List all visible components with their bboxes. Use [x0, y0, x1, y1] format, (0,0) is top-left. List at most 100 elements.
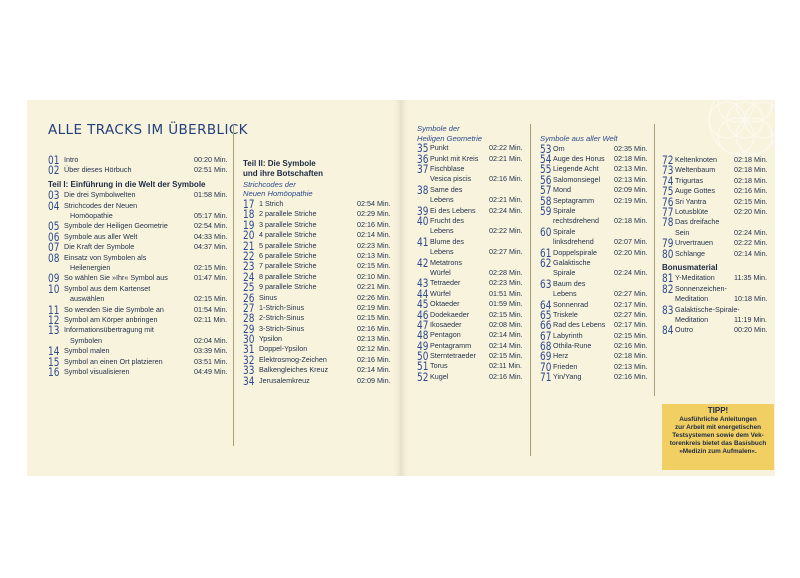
track-row: 27 1-Strich-Sinus 02:19 Min. [243, 302, 398, 314]
track-duration: 03:51 Min. [194, 356, 228, 366]
track-row: 74 Trigurtas 02:18 Min. [662, 175, 772, 187]
track-row: 32 Elektrosmog-Zeichen 02:16 Min. [243, 352, 398, 367]
section-heading: Teil I: Einführung in die Welt der Symbo… [48, 179, 206, 189]
track-row: 57 Mond 02:09 Min. [540, 184, 651, 196]
track-number: 79 [662, 236, 674, 251]
track-title: 3 parallele Striche [259, 219, 317, 229]
track-number: 84 [662, 323, 674, 338]
track-duration: 02:27 Min. [614, 309, 648, 319]
track-row: 35 Punkt 02:22 Min. [417, 142, 526, 154]
track-title: Auge Gottes [675, 186, 715, 196]
track-row: 73 Weltenbaum 02:18 Min. [662, 163, 772, 178]
track-number: 09 [48, 271, 60, 286]
track-duration: 04:37 Min. [194, 242, 228, 252]
track-duration: 02:15 Min. [357, 313, 391, 323]
track-number: 07 [48, 240, 60, 255]
track-number: 20 [243, 228, 255, 243]
track-title: Vesica piscis [430, 174, 472, 184]
track-row: 54 Auge des Horus 02:18 Min. [540, 153, 651, 165]
track-number: 12 [48, 312, 60, 327]
track-row: 19 3 parallele Striche 02:16 Min. [243, 217, 398, 232]
track-row: 01 Intro 00:20 Min. [48, 154, 232, 166]
tip-heading: TIPP! [707, 406, 729, 415]
track-number: 19 [243, 217, 255, 232]
track-number: 21 [243, 238, 255, 253]
track-title: Tetraeder [430, 278, 461, 288]
track-duration: 02:11 Min. [194, 314, 228, 324]
flower-of-life-icon [708, 100, 775, 157]
track-number: 32 [243, 352, 255, 367]
track-title: Herz [553, 351, 569, 361]
track-row: 50 Sterntetraeder 02:15 Min. [417, 350, 526, 362]
track-duration: 02:09 Min. [614, 185, 648, 195]
track-duration: 02:16 Min. [489, 371, 523, 381]
divider-left [233, 124, 234, 446]
track-duration: 02:13 Min. [357, 334, 391, 344]
track-row: 72 Keltenknoten 02:18 Min. [662, 154, 772, 166]
track-duration: 02:11 Min. [489, 361, 523, 371]
track-title: 1 Strich [259, 199, 284, 208]
track-number: 06 [48, 229, 60, 244]
tracklist-column-2: Teil II: Die Symbole und ihre Botschaften… [243, 155, 398, 387]
track-number: 77 [662, 204, 674, 219]
track-row: 42 Metatrons Würfel 02:28 Min. [417, 257, 526, 279]
track-duration: 11:35 Min. [734, 273, 768, 283]
track-number: 49 [417, 338, 429, 353]
track-row: 63 Baum des Lebens 02:27 Min. [540, 278, 651, 300]
track-title: Othila-Rune [553, 341, 592, 351]
track-row: 68 Othila-Rune 02:16 Min. [540, 340, 651, 352]
track-row: 69 Herz 02:18 Min. [540, 350, 651, 362]
track-duration: 02:26 Min. [357, 292, 391, 302]
track-number: 45 [417, 297, 429, 312]
track-title: Sinus [259, 292, 277, 302]
tracklist-column-4: Symbole aus aller Welt 53 Om 02:35 Min. 54 Au… [540, 134, 651, 383]
track-number: 37 [417, 161, 429, 176]
track-duration: 02:16 Min. [357, 354, 391, 364]
track-title: Y-Meditation [675, 273, 715, 283]
track-row: 52 Kugel 02:16 Min. [417, 371, 526, 383]
track-title: So wenden Sie die Symbole an [64, 304, 164, 314]
track-duration: 01:51 Min. [489, 288, 523, 298]
track-number: 43 [417, 276, 429, 291]
track-duration: 02:14 Min. [357, 365, 391, 375]
track-title: Lebens [430, 195, 454, 205]
track-title: Symbol malen [64, 346, 110, 356]
track-title: Symbolen [70, 335, 102, 345]
track-number: 44 [417, 286, 429, 301]
track-row: 83 Galaktische-Spirale- Meditation 11:19 Mi… [662, 304, 772, 326]
track-duration: 01:58 Min. [194, 190, 228, 200]
track-duration: 02:22 Min. [489, 226, 523, 236]
track-title: Intro [64, 155, 79, 164]
track-row: 77 Lotusblüte 02:20 Min. [662, 204, 772, 219]
track-title: Sonnenzeichen- [675, 283, 727, 293]
track-title: Balkengleiches Kreuz [259, 365, 329, 375]
track-number: 16 [48, 364, 60, 379]
track-duration: 02:24 Min. [614, 268, 648, 278]
track-number: 33 [243, 363, 255, 378]
track-number: 70 [540, 359, 552, 374]
track-title: Blume des [430, 236, 464, 246]
tip-line: torenkreis bietet das Basisbuch [669, 440, 767, 447]
track-number: 73 [662, 163, 674, 178]
track-duration: 02:54 Min. [357, 199, 391, 208]
track-title: Heilenergien [70, 262, 111, 272]
tip-box: TIPP! Ausführliche Anleitungen zur Arbei… [662, 404, 774, 470]
track-row: 78 Das dreifache Sein 02:24 Min. [662, 216, 772, 238]
track-row: 82 Sonnenzeichen- Meditation 10:18 Min. [662, 283, 772, 305]
track-duration: 02:20 Min. [614, 247, 648, 257]
track-number: 24 [243, 269, 255, 284]
track-duration: 02:19 Min. [614, 195, 648, 205]
track-row: 67 Labyrinth 02:15 Min. [540, 330, 651, 342]
track-row: 06 Symbole aus aller Welt 04:33 Min. [48, 229, 232, 244]
track-title: Spirale [553, 268, 576, 278]
track-row: 12 Symbol am Körper anbringen 02:11 Min. [48, 312, 232, 327]
track-row: 79 Urvertrauen 02:22 Min. [662, 236, 772, 251]
track-title: Labyrinth [553, 330, 583, 340]
track-row: 49 Pentagramm 02:14 Min. [417, 338, 526, 353]
track-title: Die drei Symbolwelten [64, 190, 136, 200]
track-row: 41 Blume des Lebens 02:27 Min. [417, 236, 526, 258]
track-duration: 02:18 Min. [734, 165, 768, 175]
track-row: 58 Septagramm 02:19 Min. [540, 195, 651, 207]
track-title: Frieden [553, 361, 578, 371]
track-duration: 02:16 Min. [734, 186, 768, 196]
